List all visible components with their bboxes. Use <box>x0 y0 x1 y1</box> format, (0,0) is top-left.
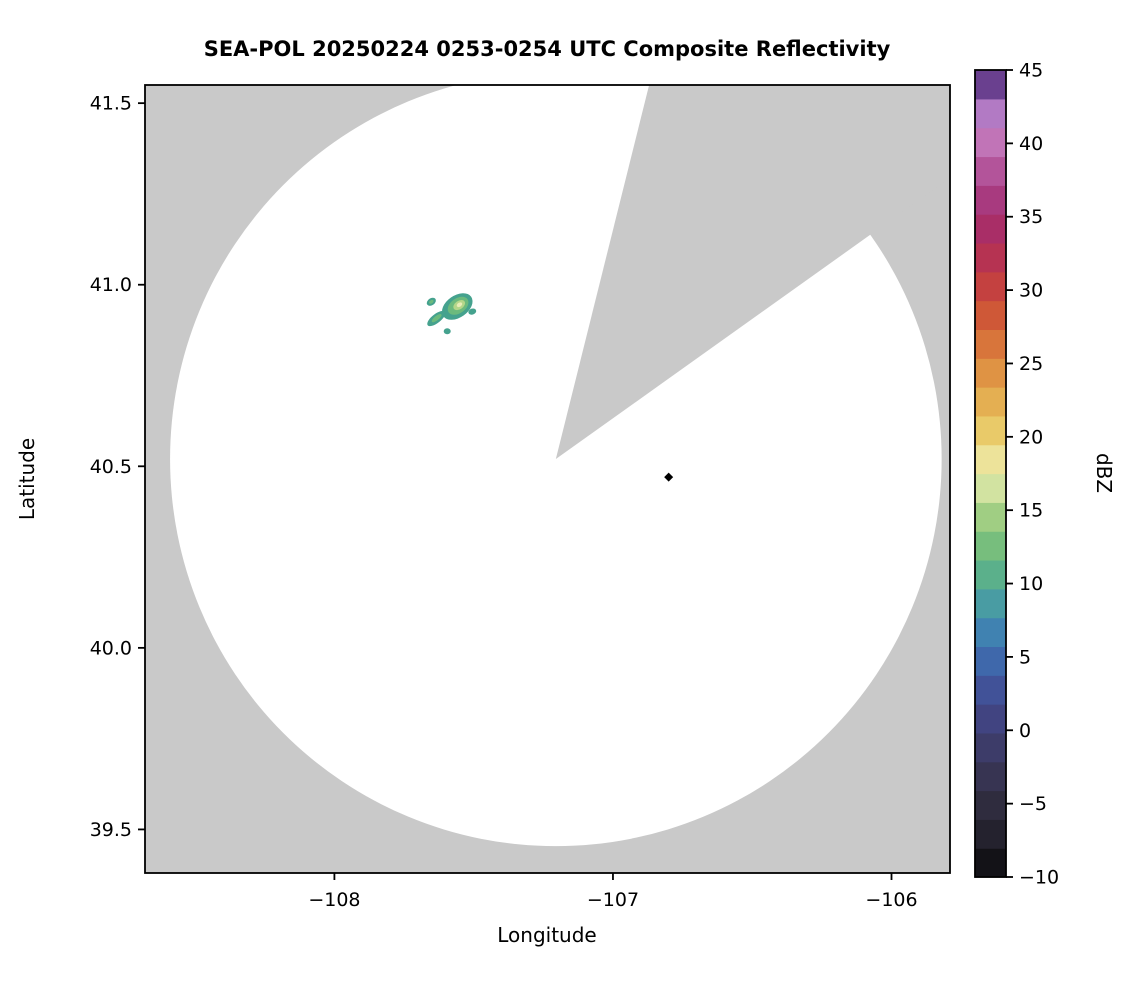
y-tick-label: 40.0 <box>90 637 132 659</box>
colorbar-tick-label: −5 <box>1019 793 1047 815</box>
colorbar-segment <box>975 819 1006 849</box>
colorbar-segment <box>975 300 1006 330</box>
colorbar-tick-label: 45 <box>1019 60 1043 82</box>
echo-cell <box>456 302 463 308</box>
colorbar-tick-label: 35 <box>1019 206 1043 228</box>
colorbar-segment <box>975 502 1006 532</box>
y-axis-label: Latitude <box>15 438 39 520</box>
colorbar-segment <box>975 185 1006 215</box>
colorbar-segment <box>975 156 1006 186</box>
colorbar-segment <box>975 732 1006 763</box>
colorbar-segment <box>975 70 1006 100</box>
colorbar-segment <box>975 98 1006 129</box>
colorbar-tick-label: 10 <box>1019 573 1043 595</box>
colorbar-tick-label: 25 <box>1019 353 1043 375</box>
colorbar-tick-label: 5 <box>1019 646 1031 668</box>
colorbar-segment <box>975 214 1006 244</box>
y-tick-label: 40.5 <box>90 456 132 478</box>
colorbar-segment <box>975 329 1006 359</box>
colorbar-tick-label: −10 <box>1019 867 1059 889</box>
colorbar-segment <box>975 242 1006 273</box>
y-tick-label: 41.5 <box>90 93 132 115</box>
colorbar-segment <box>975 675 1006 705</box>
colorbar-tick-label: 20 <box>1019 426 1043 448</box>
chart-title: SEA-POL 20250224 0253-0254 UTC Composite… <box>204 37 891 61</box>
colorbar-tick-label: 30 <box>1019 280 1043 302</box>
blocked-sector <box>555 85 950 460</box>
echo-cell <box>429 299 434 304</box>
colorbar-segment <box>975 559 1006 590</box>
colorbar-segment <box>975 790 1006 820</box>
colorbar-segment <box>975 704 1006 734</box>
colorbar-segment <box>975 646 1006 676</box>
x-tick-label: −108 <box>308 889 360 911</box>
axes-frame <box>144 84 951 874</box>
echo-cell <box>468 308 477 315</box>
colorbar-segment <box>975 358 1006 388</box>
colorbar-tick-label: 40 <box>1019 133 1043 155</box>
x-tick-label: −106 <box>865 889 917 911</box>
y-tick-label: 41.0 <box>90 274 132 296</box>
x-axis-label: Longitude <box>497 923 596 947</box>
colorbar-tick-label: 0 <box>1019 720 1031 742</box>
colorbar-segment <box>975 415 1006 446</box>
colorbar-segment <box>975 271 1006 302</box>
colorbar-segment <box>975 531 1006 561</box>
y-tick-label: 39.5 <box>90 819 132 841</box>
colorbar-segment <box>975 473 1006 503</box>
colorbar-segment <box>975 761 1006 792</box>
colorbar-segment <box>975 387 1006 417</box>
colorbar-segment <box>975 588 1006 619</box>
x-tick-label: −107 <box>587 889 639 911</box>
echo-cell <box>431 314 442 323</box>
colorbar-label: dBZ <box>1092 453 1116 493</box>
echo-cell <box>443 328 451 335</box>
colorbar-segment <box>975 127 1006 158</box>
colorbar-segment <box>975 444 1006 475</box>
colorbar-tick-label: 15 <box>1019 500 1043 522</box>
colorbar-frame <box>974 69 1007 878</box>
radar-site-marker <box>664 472 674 482</box>
colorbar-segment <box>975 617 1006 648</box>
colorbar-segment <box>975 848 1006 878</box>
